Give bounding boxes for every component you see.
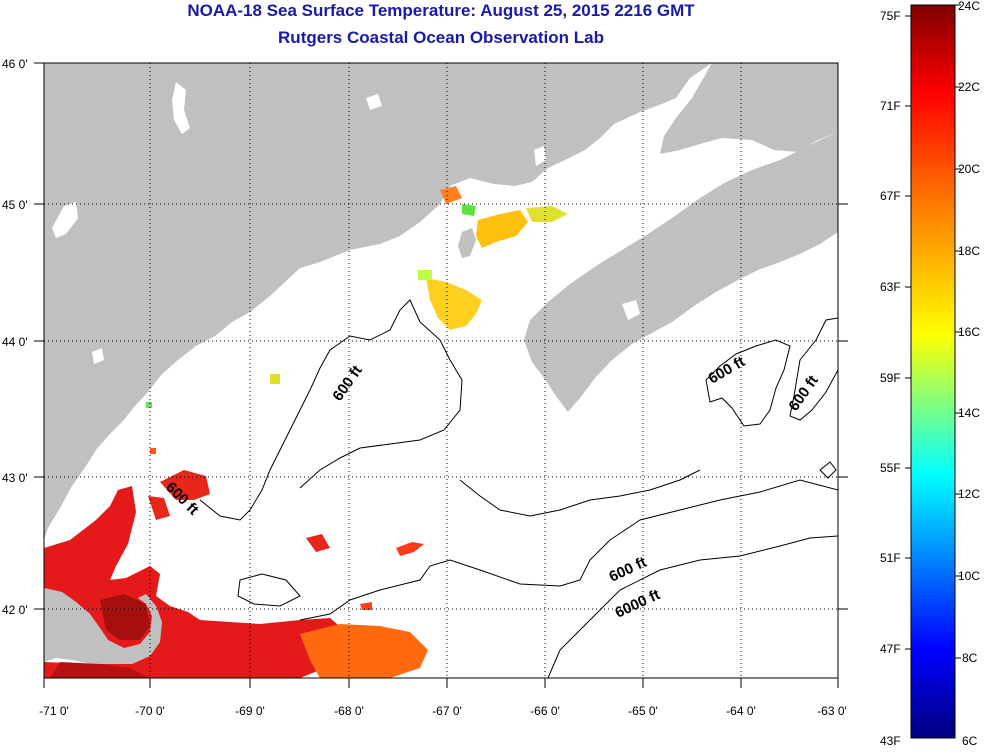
colorbar — [910, 4, 956, 739]
colorbar-c-label: 6C — [962, 734, 978, 748]
map-title: NOAA-18 Sea Surface Temperature: August … — [187, 1, 695, 20]
land-grand-manan — [458, 228, 476, 258]
colorbar-c-label: 12C — [958, 487, 981, 501]
colorbar-f-label: 55F — [880, 461, 901, 475]
map-frame — [43, 62, 839, 679]
lake — [52, 202, 78, 238]
sst-warm-patches — [44, 448, 428, 678]
colorbar-f-label: 51F — [880, 551, 901, 565]
colorbar-c-label: 20C — [958, 162, 981, 176]
colorbar-c-label: 22C — [958, 80, 981, 94]
lon-tick-label: -67 0' — [432, 704, 462, 718]
colorbar-f-label: 47F — [880, 642, 901, 656]
lat-tick-label: 44 0' — [2, 335, 28, 349]
lake — [92, 348, 104, 364]
land-cape-cod — [44, 588, 162, 666]
lat-tick-label: 46 0' — [2, 57, 28, 71]
lon-tick-label: -71 0' — [39, 704, 69, 718]
lat-tick-label: 43 0' — [2, 471, 28, 485]
lon-tick-label: -66 0' — [530, 704, 560, 718]
lat-tick-label: 42 0' — [2, 603, 28, 617]
colorbar-c-label: 14C — [958, 406, 981, 420]
lon-tick-label: -70 0' — [135, 704, 165, 718]
lake — [622, 300, 640, 320]
colorbar-f-label: 59F — [880, 371, 901, 385]
lake — [534, 146, 546, 166]
lon-tick-label: -63 0' — [817, 704, 847, 718]
colorbar-c-label: 10C — [958, 569, 981, 583]
lon-tick-label: -65 0' — [628, 704, 658, 718]
colorbar-f-label: 75F — [880, 9, 901, 23]
land-new-england — [44, 63, 712, 540]
colorbar-c-label: 18C — [958, 244, 981, 258]
lon-tick-label: -69 0' — [235, 704, 265, 718]
lake — [172, 82, 190, 134]
depth-contours — [199, 299, 838, 678]
lake — [366, 94, 382, 110]
land-cape-breton — [660, 63, 838, 154]
graticule — [44, 63, 838, 678]
colorbar-f-label: 71F — [880, 99, 901, 113]
sst-cool-patches — [146, 186, 568, 408]
lon-tick-label: -64 0' — [726, 704, 756, 718]
lon-tick-label: -68 0' — [334, 704, 364, 718]
lat-tick-label: 45 0' — [2, 198, 28, 212]
map-subtitle: Rutgers Coastal Ocean Observation Lab — [278, 28, 604, 47]
colorbar-f-label: 43F — [880, 734, 901, 748]
colorbar-ticks — [905, 4, 961, 659]
colorbar-c-label: 16C — [958, 325, 981, 339]
colorbar-c-label: 24C — [958, 0, 981, 13]
colorbar-f-label: 63F — [880, 280, 901, 294]
colorbar-f-label: 67F — [880, 189, 901, 203]
land-nova-scotia — [524, 132, 838, 412]
colorbar-c-label: 8C — [962, 651, 978, 665]
tick-marks — [34, 62, 848, 688]
